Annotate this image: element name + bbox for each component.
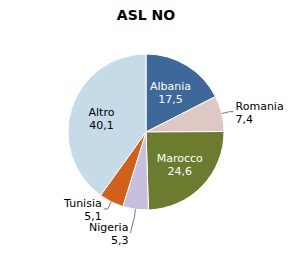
data-label: 5,1 [84,210,102,223]
data-label: 7,4 [236,113,254,126]
pie: Albania17,5 Marocco24,6 Altro40,1 Romania7,… [63,54,284,247]
slice [146,132,224,210]
slice-label: Marocco [157,152,203,165]
slices [68,54,224,210]
slice [68,54,146,195]
chart: ASL NO Albania17,5 Marocco24,6 Altro40,1 Rom… [0,0,292,272]
leader-line [222,112,234,114]
data-label: 5,3 [111,234,129,247]
data-label: 40,1 [89,119,114,132]
data-label: 17,5 [158,93,183,106]
slice-label: Tunisia [63,197,102,210]
data-label: 24,6 [167,165,192,178]
slice-label: Albania [150,80,191,93]
labels: Albania17,5 Marocco24,6 Altro40,1 Romania7,… [63,80,284,247]
slice-label: Romania [236,100,284,113]
leader-line [104,202,112,209]
leader-line [130,209,135,233]
slice-label: Altro [88,106,114,119]
title: ASL NO [117,7,175,23]
